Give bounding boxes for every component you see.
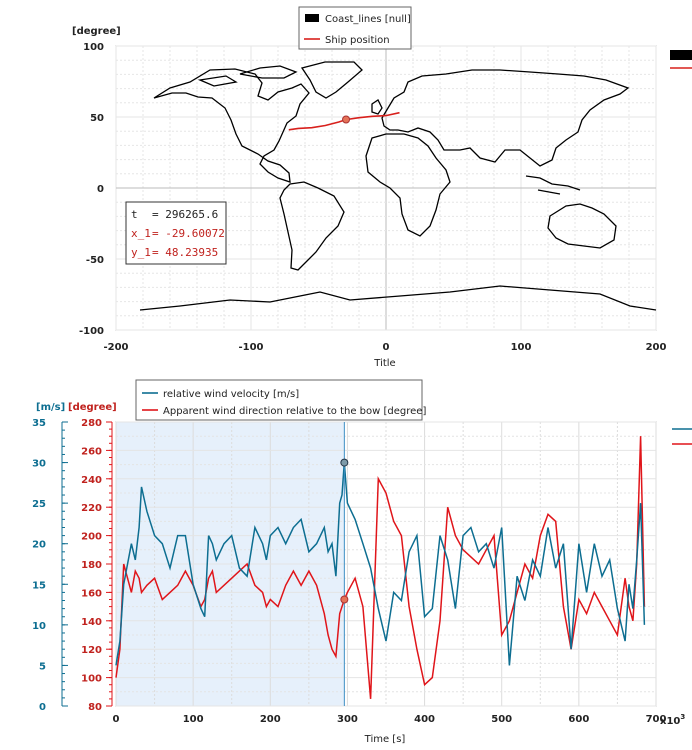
coast-eurasia	[381, 69, 630, 167]
readout-y-value: = 48.23935	[152, 246, 218, 259]
time-series-panel: 35 30 25 20 15 10 5 0 [m/s] 280 260 240 220 200 180 1…	[32, 379, 692, 745]
velocity-tick-label: 30	[32, 459, 46, 470]
map-y-ticks: 100 50 0 -50 -100	[79, 42, 104, 337]
ts-x-tick-label: 200	[260, 714, 281, 725]
velocity-tick-label: 20	[32, 540, 46, 551]
ts-x-tick-label: 500	[491, 714, 512, 725]
map-y-tick-label: -50	[86, 255, 104, 266]
map-x-tick-label: 200	[646, 342, 667, 353]
velocity-axis-ticks: 35 30 25 20 15 10 5 0	[32, 418, 68, 713]
ts-x-axis-label: Time [s]	[364, 734, 406, 745]
velocity-axis-label: [m/s]	[36, 402, 65, 413]
map-y-tick-label: 0	[97, 184, 104, 195]
velocity-tick-label: 0	[39, 702, 46, 713]
direction-tick-label: 280	[81, 418, 102, 429]
coast-legend-label: Coast_lines [null]	[325, 14, 411, 25]
map-x-tick-label: 100	[511, 342, 532, 353]
coast-south-america	[279, 181, 345, 271]
direction-tick-label: 240	[81, 475, 102, 486]
wind-velocity-line	[115, 462, 646, 666]
ts-x-tick-label: 300	[337, 714, 358, 725]
velocity-tick-label: 10	[32, 621, 46, 632]
ts-legend-box	[135, 379, 423, 421]
velocity-tick-label: 5	[39, 661, 46, 672]
direction-tick-label: 160	[81, 588, 102, 599]
map-y-tick-label: -100	[79, 326, 104, 337]
readout-t-value: = 296265.6	[152, 208, 218, 221]
readout-y-label: y_1	[131, 246, 151, 259]
direction-legend-label: Apparent wind direction relative to the …	[163, 406, 426, 417]
ts-x-tick-label: 100	[183, 714, 204, 725]
map-x-axis-label: Title	[373, 358, 395, 369]
direction-axis-label: [degree]	[68, 402, 117, 413]
coast-arctic	[197, 65, 298, 87]
ts-x-tick-label: 0	[113, 714, 120, 725]
direction-tick-label: 120	[81, 645, 102, 656]
coast-north-america	[153, 68, 310, 183]
ts-legend: relative wind velocity [m/s] Apparent wi…	[135, 379, 426, 421]
map-y-axis-label: [degree]	[72, 26, 121, 37]
coast-uk	[371, 99, 383, 115]
direction-tick-label: 220	[81, 503, 102, 514]
coast-antarctica	[139, 285, 657, 311]
readout-t-label: t	[131, 208, 138, 221]
coast-australia	[547, 203, 617, 249]
cursor-direction-marker	[340, 595, 349, 604]
velocity-tick-label: 15	[32, 580, 46, 591]
direction-tick-label: 260	[81, 446, 102, 457]
ts-x-tick-label: 600	[568, 714, 589, 725]
coast-legend-edge-swatch	[670, 50, 692, 60]
direction-tick-label: 140	[81, 617, 102, 628]
map-x-tick-label: 0	[383, 342, 390, 353]
direction-tick-label: 200	[81, 532, 102, 543]
direction-tick-label: 100	[81, 674, 102, 685]
map-y-tick-label: 50	[90, 113, 104, 124]
cursor-readout-box	[125, 201, 227, 265]
coast-africa	[365, 133, 451, 237]
cursor-readout: t = 296265.6 x_1 = -29.60072 y_1 = 48.23…	[125, 201, 227, 265]
coast-lines	[139, 61, 657, 311]
readout-x-value: = -29.60072	[152, 227, 225, 240]
coast-greenland	[300, 61, 363, 99]
ship-position-marker[interactable]	[342, 115, 351, 124]
direction-tick-label: 80	[88, 702, 102, 713]
ts-x-ticks: 0 100 200 300 400 500 600 700	[113, 714, 667, 725]
map-panel: [degree] Title -200 -100 0 100 200 100 50 0 -50…	[72, 6, 692, 369]
ts-grid	[115, 421, 657, 707]
coast-indonesia	[525, 175, 581, 195]
map-x-ticks: -200 -100 0 100 200	[103, 342, 666, 353]
readout-x-label: x_1	[131, 227, 151, 240]
velocity-tick-label: 35	[32, 418, 46, 429]
map-y-tick-label: 100	[83, 42, 104, 53]
coast-legend-swatch	[305, 14, 319, 22]
ts-x-multiplier: x103	[660, 713, 685, 727]
ts-x-tick-label: 700	[646, 714, 667, 725]
map-legend: Coast_lines [null] Ship position	[298, 6, 412, 50]
direction-axis-ticks: 280 260 240 220 200 180 160 140 120 100 80	[81, 418, 112, 713]
direction-tick-label: 180	[81, 560, 102, 571]
cursor-velocity-marker	[340, 458, 349, 467]
ship-legend-label: Ship position	[325, 35, 390, 46]
map-x-tick-label: -100	[238, 342, 263, 353]
ts-x-tick-label: 400	[414, 714, 435, 725]
velocity-tick-label: 25	[32, 499, 46, 510]
velocity-legend-label: relative wind velocity [m/s]	[163, 389, 299, 400]
map-x-tick-label: -200	[103, 342, 128, 353]
